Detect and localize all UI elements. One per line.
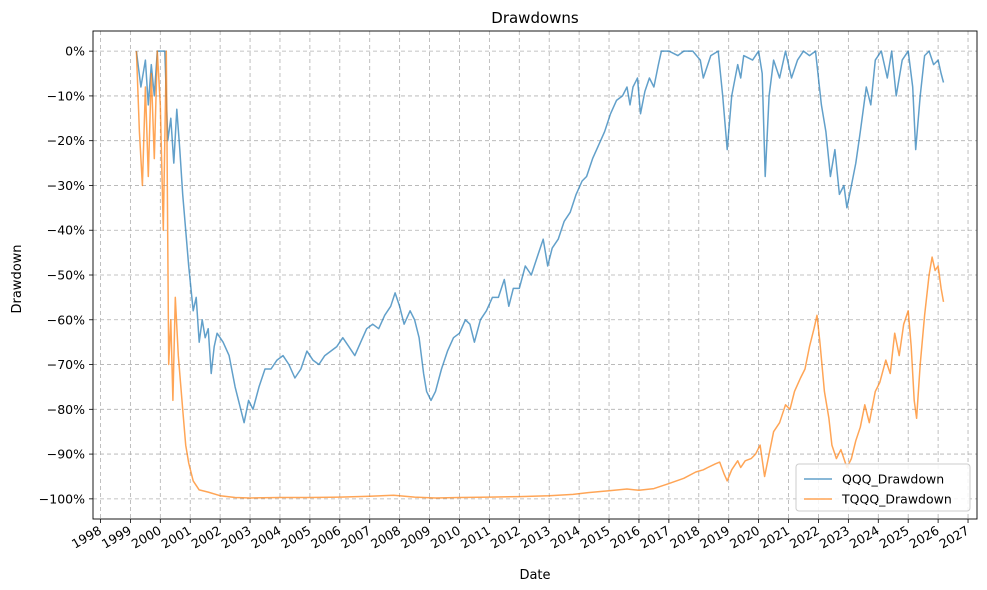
- y-tick-label: −90%: [47, 447, 85, 462]
- y-tick-label: −70%: [47, 357, 85, 372]
- y-tick-label: −10%: [47, 88, 85, 103]
- legend-box: [795, 463, 971, 512]
- x-axis-label: Date: [519, 568, 550, 583]
- series-line-qqq-drawdown: [135, 50, 945, 424]
- chart-title: Drawdowns: [491, 9, 579, 27]
- y-tick-label: −50%: [47, 268, 85, 283]
- y-tick-label: −80%: [47, 402, 85, 417]
- y-tick-label: −100%: [39, 491, 85, 506]
- legend-label-qqq: QQQ_Drawdown: [842, 472, 944, 487]
- y-tick-label: −30%: [47, 178, 85, 193]
- series-line-tqqq-drawdown: [135, 50, 945, 499]
- y-axis-label: Drawdown: [10, 244, 25, 313]
- y-tick-label: 0%: [65, 44, 85, 59]
- y-tick-label: −40%: [47, 223, 85, 238]
- y-tick-label: −20%: [47, 133, 85, 148]
- y-tick-label: −60%: [47, 312, 85, 327]
- series-layer: [135, 50, 945, 499]
- legend-label-tqqq: TQQQ_Drawdown: [841, 492, 952, 507]
- legend: QQQ_Drawdown TQQQ_Drawdown: [795, 463, 971, 512]
